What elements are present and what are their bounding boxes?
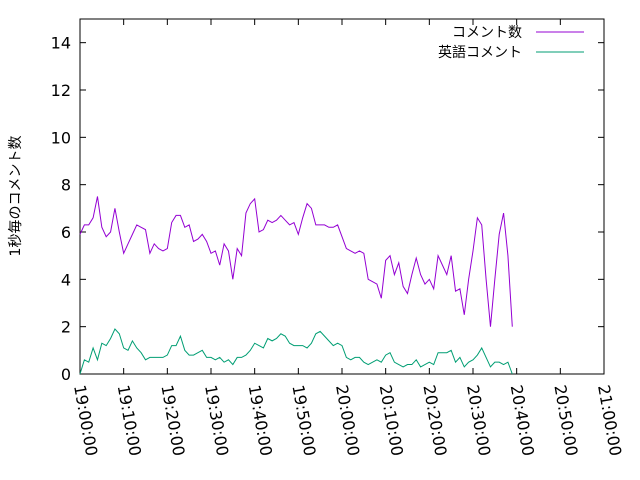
- x-tick-label: 19:00:00: [70, 383, 101, 457]
- x-tick-label: 19:30:00: [201, 383, 232, 457]
- y-tick-label: 6: [61, 223, 71, 242]
- x-tick-label: 20:20:00: [419, 383, 450, 457]
- x-tick-label: 20:30:00: [463, 383, 494, 457]
- y-tick-label: 10: [51, 128, 71, 147]
- y-tick-label: 2: [61, 318, 71, 337]
- x-tick-label: 20:10:00: [376, 383, 407, 457]
- y-tick-label: 4: [61, 270, 71, 289]
- y-axis: 0 2 4 6 8 10 12 14: [51, 34, 604, 384]
- x-tick-label: 20:50:00: [550, 383, 581, 457]
- series-line-2: [79, 328, 513, 375]
- x-tick-label: 21:00:00: [594, 383, 625, 457]
- x-tick-label: 19:10:00: [114, 383, 145, 457]
- y-tick-label: 12: [51, 81, 71, 100]
- series-line-1: [79, 196, 513, 327]
- y-tick-label: 0: [61, 365, 71, 384]
- y-tick-label: 8: [61, 176, 71, 195]
- y-axis-title: 1秒毎のコメント数: [8, 136, 24, 257]
- x-axis: 19:00:00 19:10:00 19:20:00 19:30:00 19:40:00…: [70, 19, 625, 457]
- x-tick-label: 20:40:00: [507, 383, 538, 457]
- legend-label-2: 英語コメント: [438, 44, 522, 61]
- series-layer: [79, 196, 513, 375]
- x-tick-label: 19:20:00: [157, 383, 188, 457]
- legend-label-1: コメント数: [452, 25, 522, 41]
- x-tick-label: 19:40:00: [245, 383, 276, 457]
- plot-frame: [79, 18, 605, 375]
- x-tick-label: 19:50:00: [288, 383, 319, 457]
- y-tick-label: 14: [51, 34, 71, 53]
- x-tick-label: 20:00:00: [332, 383, 363, 457]
